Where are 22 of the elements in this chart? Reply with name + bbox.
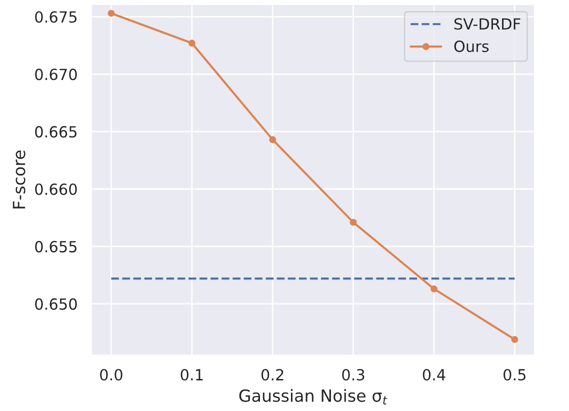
x-tick-label: 0.1: [180, 368, 203, 381]
point: [269, 136, 276, 144]
y-tick-label: 0.665: [35, 126, 77, 138]
y-tick-label: 0.650: [35, 298, 77, 310]
y-tick-label: 0.660: [35, 183, 77, 196]
x-tick-label: 0.3: [342, 368, 364, 381]
y-tick-label: 0.670: [35, 68, 77, 80]
legend-label: SV-DRDF: [454, 18, 520, 30]
x-tick-label: 0.4: [422, 368, 446, 381]
y-tick-label: 0.675: [35, 11, 77, 23]
y-axis-title: F-score: [12, 150, 26, 208]
legend-label: Ours: [454, 40, 489, 52]
x-tick-label: 0.2: [261, 368, 284, 381]
point: [350, 218, 357, 226]
x-axis-title: Gaussian Noise σ$_{t}$: [239, 389, 388, 404]
point: [430, 285, 438, 292]
x-tick-label: 0.0: [100, 368, 122, 381]
point: [188, 40, 196, 47]
y-tick-label: 0.655: [35, 240, 77, 252]
x-tick-label: 0.5: [504, 368, 526, 381]
point: [108, 10, 115, 17]
point: [511, 336, 518, 343]
